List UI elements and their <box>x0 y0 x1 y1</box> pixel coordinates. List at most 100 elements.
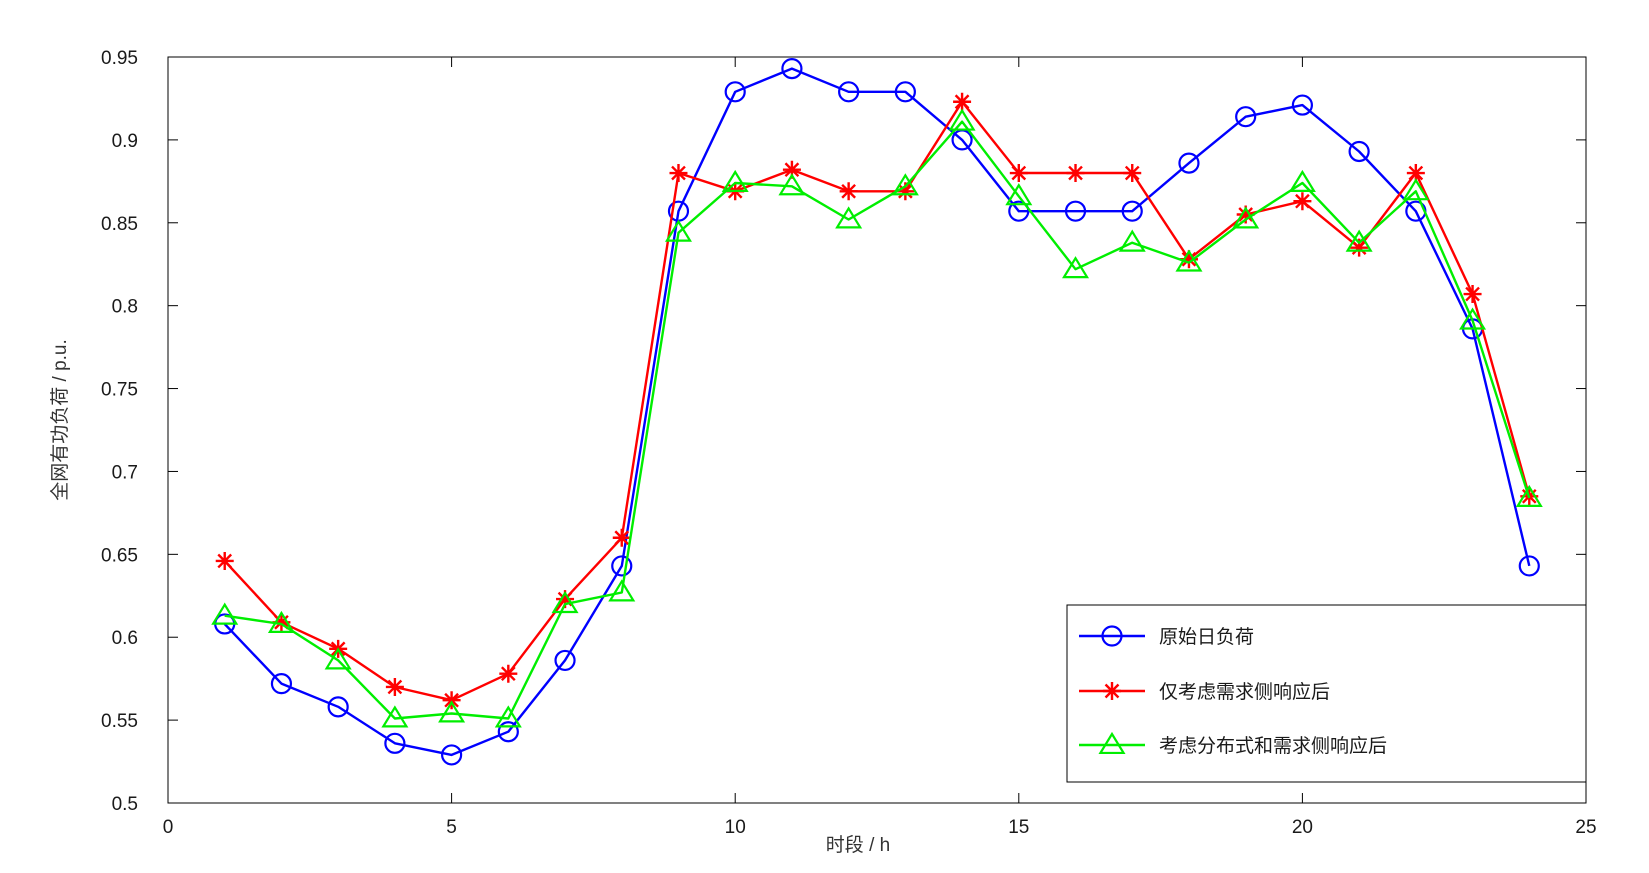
y-tick-label: 0.95 <box>101 48 138 69</box>
circle-marker <box>1348 140 1370 163</box>
asterisk-marker <box>953 92 972 111</box>
triangle-marker <box>1062 256 1090 279</box>
asterisk-marker <box>1179 250 1198 269</box>
circle-marker <box>1235 106 1257 128</box>
circle-marker <box>1178 152 1200 174</box>
series-1 <box>214 58 1540 766</box>
y-tick-label: 0.5 <box>112 794 138 815</box>
asterisk-marker <box>896 182 915 201</box>
y-tick-label: 0.7 <box>112 462 138 483</box>
circle-marker <box>781 58 803 80</box>
legend-label: 仅考虑需求侧响应后 <box>1159 681 1330 703</box>
triangle-marker <box>211 602 239 625</box>
circle-marker <box>1101 625 1123 647</box>
y-axis: 0.5 0.55 0.6 0.65 0.7 0.75 0.8 0.85 0.9 0.95 <box>101 48 1586 815</box>
x-tick-label: 5 <box>446 817 457 838</box>
asterisk-marker <box>1293 192 1312 211</box>
asterisk-marker <box>556 590 575 609</box>
series-line <box>224 120 1531 720</box>
triangle-marker <box>438 700 466 723</box>
series-3 <box>211 108 1543 728</box>
y-tick-label: 0.75 <box>101 380 138 401</box>
triangle-marker <box>1098 731 1126 755</box>
triangle-marker <box>1459 307 1487 330</box>
asterisk-marker <box>669 164 688 183</box>
circle-marker <box>327 696 349 718</box>
asterisk-marker <box>612 528 631 547</box>
asterisk-marker <box>1123 164 1142 183</box>
circle-marker <box>611 555 633 577</box>
circle-marker <box>1291 94 1314 116</box>
triangle-marker <box>948 108 976 131</box>
legend-box <box>1066 604 1587 783</box>
asterisk-marker <box>1009 164 1028 183</box>
circle-marker <box>497 721 519 743</box>
triangle-marker <box>1175 249 1203 272</box>
asterisk-marker <box>272 613 291 632</box>
x-axis: 0 5 10 15 20 25 <box>163 57 1597 838</box>
triangle-marker <box>1232 206 1260 229</box>
asterisk-marker <box>215 551 234 570</box>
y-tick-label: 0.9 <box>112 131 138 152</box>
circle-marker <box>838 81 860 103</box>
triangle-marker <box>608 579 636 602</box>
y-tick-label: 0.85 <box>101 214 138 235</box>
series-layer <box>211 58 1543 766</box>
circle-marker <box>1064 200 1087 222</box>
x-tick-label: 15 <box>1008 817 1029 838</box>
circle-marker <box>1008 200 1030 222</box>
series-line <box>223 100 1531 702</box>
circle-marker <box>441 744 463 766</box>
asterisk-marker <box>442 691 461 710</box>
series-2 <box>215 92 1539 710</box>
triangle-marker <box>1515 484 1543 507</box>
x-tick-label: 0 <box>163 817 174 838</box>
triangle-marker <box>267 610 295 633</box>
y-tick-label: 0.65 <box>101 545 138 566</box>
y-axis-label: 全网有功负荷 / p.u. <box>49 339 71 501</box>
circle-marker <box>894 81 916 103</box>
triangle-marker <box>1402 178 1430 201</box>
asterisk-marker <box>1406 164 1425 183</box>
circle-marker <box>384 732 406 754</box>
y-tick-label: 0.6 <box>112 628 138 649</box>
y-tick-label: 0.8 <box>112 297 138 318</box>
legend-entry: 考虑分布式和需求侧响应后 <box>1079 731 1387 757</box>
y-tick-label: 0.55 <box>101 711 138 732</box>
triangle-marker <box>891 173 919 196</box>
asterisk-marker <box>839 182 858 201</box>
asterisk-marker <box>1463 285 1482 304</box>
asterisk-marker <box>782 160 801 179</box>
circle-marker <box>554 649 576 672</box>
circle-marker <box>724 81 746 103</box>
triangle-marker <box>494 705 522 728</box>
asterisk-marker <box>1350 238 1369 257</box>
asterisk-marker <box>499 664 518 683</box>
circle-marker <box>1518 555 1540 577</box>
triangle-marker <box>664 219 692 242</box>
x-tick-label: 10 <box>725 817 746 838</box>
triangle-marker <box>324 647 352 670</box>
triangle-marker <box>1288 169 1316 193</box>
circle-marker <box>270 673 293 695</box>
triangle-marker <box>551 590 579 614</box>
legend-entry: 仅考虑需求侧响应后 <box>1079 681 1330 703</box>
asterisk-marker <box>1066 164 1085 183</box>
triangle-marker <box>778 173 806 196</box>
asterisk-marker <box>385 677 404 696</box>
circle-marker <box>1121 200 1143 222</box>
legend-label: 考虑分布式和需求侧响应后 <box>1159 735 1387 757</box>
triangle-marker <box>1005 183 1033 206</box>
legend-entry: 原始日负荷 <box>1079 625 1254 648</box>
triangle-marker <box>381 705 409 728</box>
triangle-marker <box>1118 229 1146 252</box>
x-tick-label: 25 <box>1575 817 1596 838</box>
triangle-marker <box>835 206 863 229</box>
asterisk-marker <box>1236 205 1255 224</box>
asterisk-marker <box>1103 682 1121 700</box>
triangle-marker <box>721 169 749 193</box>
x-axis-label: 时段 / h <box>826 834 890 856</box>
triangle-marker <box>1345 229 1373 252</box>
